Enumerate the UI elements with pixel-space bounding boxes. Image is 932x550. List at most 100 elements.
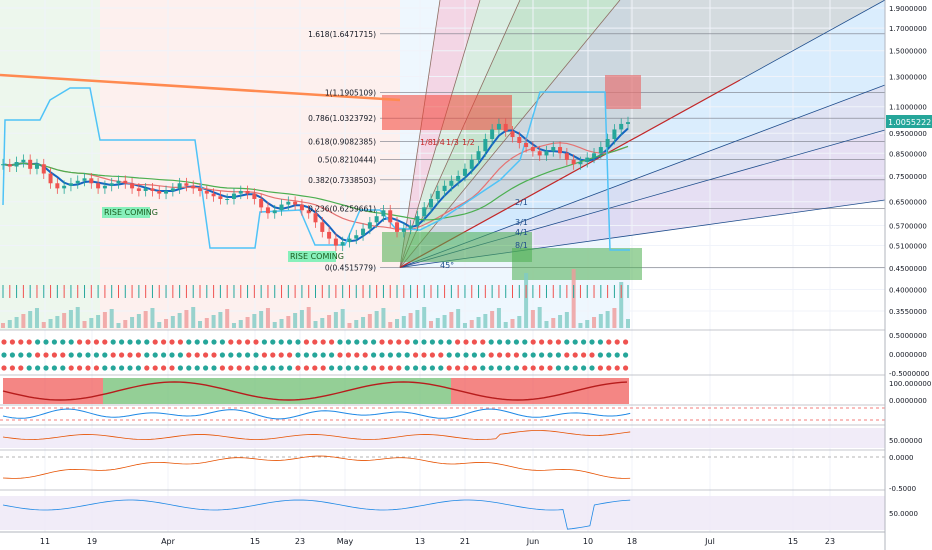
signal-dot	[606, 365, 612, 371]
volume-bar	[238, 320, 243, 328]
volume-bar	[456, 309, 461, 328]
volume-bar	[143, 311, 148, 328]
signal-dot	[547, 339, 553, 345]
rsi-line	[2, 430, 631, 440]
signal-dot	[530, 365, 536, 371]
signal-dot	[471, 352, 477, 358]
signal-dot	[295, 365, 301, 371]
signal-dot	[135, 352, 141, 358]
signal-dot	[110, 365, 116, 371]
signal-dot	[152, 339, 158, 345]
signal-dot	[564, 365, 570, 371]
signal-dot	[203, 365, 209, 371]
signal-dot	[505, 352, 511, 358]
price-tick-label: 0.4500000	[889, 265, 927, 273]
signal-dot	[488, 339, 494, 345]
candle-body	[408, 225, 413, 229]
volume-bar	[381, 308, 386, 328]
candle-body	[211, 193, 216, 197]
volume-bar	[279, 319, 284, 328]
signal-dot	[102, 365, 108, 371]
candle-body	[116, 180, 121, 184]
candle-body	[388, 210, 393, 223]
volume-bar	[517, 316, 522, 328]
signal-dot	[463, 339, 469, 345]
volume-bar	[422, 307, 427, 328]
volume-bar	[75, 307, 80, 328]
time-tick-label: 18	[627, 537, 637, 546]
time-tick-label: 13	[415, 537, 425, 546]
candle-body	[198, 188, 203, 191]
volume-bar	[510, 319, 515, 328]
candle-body	[605, 138, 610, 148]
signal-dot	[597, 352, 604, 358]
signal-dot	[597, 365, 604, 371]
candle-body	[7, 164, 12, 167]
time-tick-label: 19	[87, 537, 97, 546]
signal-dot	[539, 352, 545, 358]
signal-dot	[513, 365, 520, 371]
volume-bar	[469, 320, 474, 328]
signal-dot	[211, 365, 217, 371]
volume-bar	[1, 323, 5, 328]
candle-body	[279, 204, 284, 211]
signal-dot	[606, 352, 612, 358]
candle-body	[28, 159, 33, 169]
signal-dot	[564, 339, 570, 345]
time-axis[interactable]: 11 19 Apr 15 23 May 13 21 Jun 10 18 Jul 15 23	[40, 537, 835, 546]
signal-dot	[211, 352, 217, 358]
signal-dot	[60, 352, 66, 358]
fib-level-label: 0.786(1.0323792)	[308, 114, 376, 123]
candle-body	[544, 151, 549, 156]
signal-dot	[404, 352, 410, 358]
signal-dot	[1, 339, 7, 345]
signal-dot	[43, 365, 49, 371]
signal-dot	[497, 352, 503, 358]
stoch-line	[2, 381, 628, 401]
time-tick-label: Apr	[161, 537, 176, 546]
volume-bar	[191, 307, 196, 328]
signal-dot	[463, 352, 469, 358]
candle-body	[48, 173, 53, 184]
candle-body	[14, 161, 19, 167]
signal-dot	[102, 352, 108, 358]
signal-dot	[169, 339, 175, 345]
signal-dot	[194, 352, 200, 358]
fib-level-label: 0.236(0.6259661)	[308, 205, 376, 214]
time-tick-label: 15	[250, 537, 260, 546]
price-axis[interactable]: 1.9000000 1.7000000 1.5000000 1.3000000 1.10…	[889, 5, 931, 518]
volume-bar	[585, 320, 590, 328]
price-tick-label: 1.9000000	[889, 5, 927, 13]
signal-dot	[60, 365, 66, 371]
signal-dot	[623, 365, 629, 371]
volume-bar	[530, 310, 535, 328]
time-tick-label: Jul	[704, 537, 715, 546]
signal-dot	[85, 365, 91, 371]
volume-bar	[347, 323, 352, 328]
fan-label: 1/2	[462, 138, 475, 147]
volume-bar	[367, 314, 372, 328]
candle-body	[483, 138, 488, 152]
signal-dot	[522, 339, 528, 345]
candle-body	[102, 185, 107, 189]
pane-tick-label: -0.5000	[889, 485, 916, 493]
candle-body	[476, 151, 481, 160]
signal-dot	[194, 339, 200, 345]
price-tick-label: 0.7500000	[889, 173, 927, 181]
signal-dot	[127, 365, 133, 371]
volume-bar	[598, 314, 603, 328]
candle-body	[306, 210, 311, 214]
candle-body	[422, 207, 427, 217]
signal-dot	[219, 352, 225, 358]
signal-dot	[1, 365, 7, 371]
candle-body	[218, 196, 223, 199]
signal-dot	[497, 339, 503, 345]
signal-dot	[144, 365, 150, 371]
signal-dot	[471, 339, 477, 345]
candle-body	[204, 190, 209, 194]
candle-body	[136, 188, 141, 191]
signal-dot	[287, 339, 293, 345]
signal-dot	[429, 339, 435, 345]
signal-dot	[345, 339, 351, 345]
